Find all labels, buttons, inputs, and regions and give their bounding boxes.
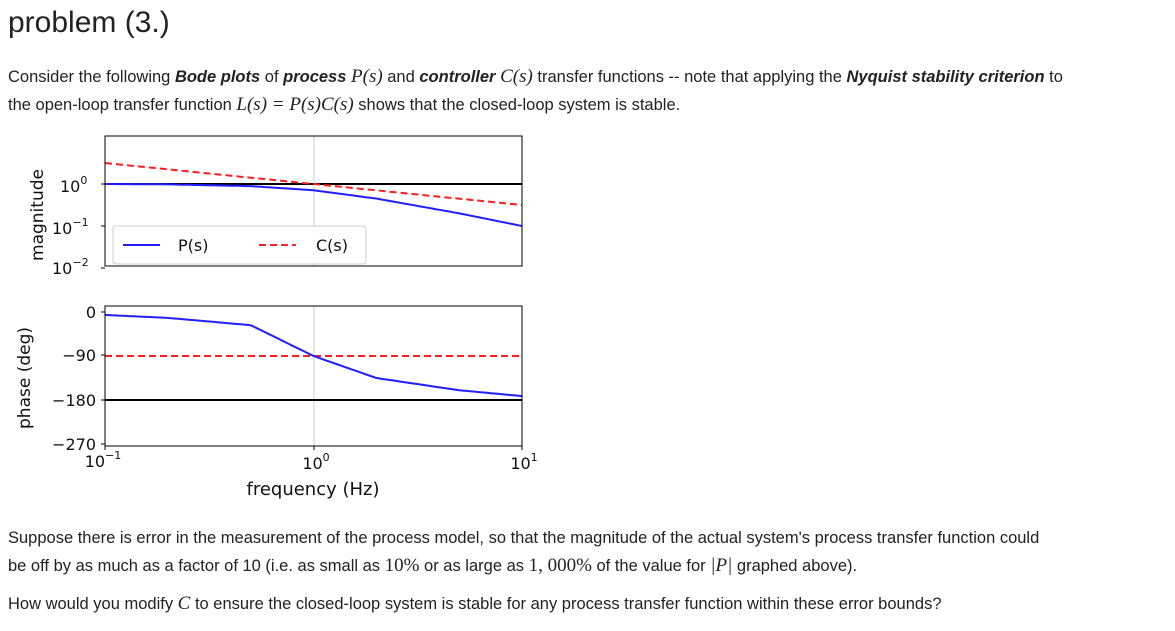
question-text: of the value for: [591, 557, 711, 575]
phase-tick-label-minus270: −270: [52, 435, 96, 454]
bode-plots-term: Bode plots: [174, 68, 261, 86]
controller-symbol: C(s): [500, 66, 533, 87]
magnitude-yticks: [101, 183, 105, 269]
intro-text: and: [382, 68, 420, 86]
mag-tick-label-3: 10−2: [52, 256, 89, 278]
intro-text: the open-loop transfer function: [8, 96, 237, 114]
math-C: C: [177, 593, 191, 614]
legend: P(s) C(s): [112, 225, 367, 265]
x-tick-label-0.1: 10−1: [85, 449, 122, 471]
math-abs-P: |P|: [710, 555, 733, 576]
loop-transfer-expression: L(s) = P(s)C(s): [236, 94, 354, 115]
legend-label-C: C(s): [316, 236, 348, 255]
nyquist-term: Nyquist stability criterion: [846, 68, 1045, 86]
task-text: to ensure the closed-loop system is stab…: [190, 595, 942, 613]
x-tick-label-1: 100: [302, 451, 329, 473]
phase-xticks: [104, 446, 523, 450]
math-1000-percent: 1, 000%: [528, 555, 592, 576]
page-title: problem (3.): [8, 6, 170, 39]
intro-paragraph: Consider the following Bode plots of pro…: [8, 63, 1063, 119]
process-term: process: [283, 68, 347, 86]
magnitude-panel: 100 10−1 10−2 magnitude P(s) C(s): [28, 135, 523, 278]
intro-text: to: [1044, 68, 1063, 86]
magnitude-series-C: [105, 162, 522, 206]
question-text: graphed above).: [732, 557, 858, 575]
controller-term: controller: [419, 68, 496, 86]
question-text: or as large as: [419, 557, 529, 575]
intro-text: shows that the closed-loop system is sta…: [353, 96, 681, 114]
phase-axis-label: phase (deg): [15, 327, 35, 429]
mag-tick-label-2: 10−1: [52, 216, 89, 238]
task-text: How would you modify: [8, 595, 178, 613]
x-tick-label-10: 101: [510, 451, 537, 473]
phase-tick-label-minus90: −90: [62, 346, 96, 365]
legend-label-P: P(s): [178, 236, 208, 255]
intro-text: Consider the following: [8, 68, 175, 86]
phase-series-P: [105, 313, 522, 398]
x-axis-label: frequency (Hz): [246, 479, 379, 500]
magnitude-series-P: [105, 183, 522, 227]
phase-yticks: [101, 311, 105, 445]
phase-tick-label-0: 0: [86, 303, 96, 322]
process-symbol: P(s): [351, 66, 383, 87]
math-10-percent: 10%: [384, 555, 420, 576]
phase-tick-label-minus180: −180: [52, 391, 96, 410]
question-text: Suppose there is error in the measuremen…: [8, 529, 1040, 547]
bode-plot-figure: 100 10−1 10−2 magnitude P(s) C(s) 0 −90 …: [15, 135, 538, 500]
question-paragraph: Suppose there is error in the measuremen…: [8, 524, 1039, 580]
phase-panel: 0 −90 −180 −270 phase (deg) 10−1 100 101…: [15, 303, 538, 500]
task-paragraph: How would you modify C to ensure the clo…: [8, 590, 942, 618]
intro-text: of: [260, 68, 284, 86]
intro-text: transfer functions -- note that applying…: [532, 68, 847, 86]
magnitude-axis-label: magnitude: [28, 169, 48, 261]
magnitude-axes-frame: [104, 135, 523, 267]
mag-tick-label-1: 100: [60, 174, 87, 196]
question-text: be off by as much as a factor of 10 (i.e…: [8, 557, 385, 575]
